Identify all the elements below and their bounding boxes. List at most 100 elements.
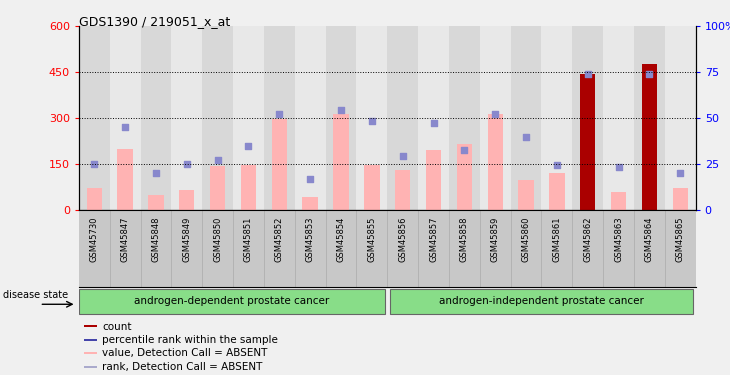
Text: GSM45850: GSM45850	[213, 216, 222, 261]
Bar	[572, 210, 603, 287]
Text: GSM45863: GSM45863	[614, 216, 623, 262]
Bar	[488, 114, 503, 210]
Point	[428, 120, 439, 126]
Bar	[356, 210, 387, 287]
Bar	[179, 190, 194, 210]
Bar	[603, 26, 634, 210]
Bar	[665, 210, 696, 287]
Point	[520, 134, 532, 140]
Bar	[264, 210, 295, 287]
Text: GSM45854: GSM45854	[337, 216, 345, 261]
Text: GSM45856: GSM45856	[398, 216, 407, 262]
Point	[242, 143, 254, 149]
Bar	[302, 197, 318, 210]
Point	[119, 124, 131, 130]
Point	[335, 106, 347, 112]
Text: GSM45861: GSM45861	[553, 216, 561, 262]
Bar	[449, 26, 480, 210]
Bar	[233, 210, 264, 287]
Point	[675, 170, 686, 176]
Bar	[572, 26, 603, 210]
Point	[366, 118, 377, 124]
Bar	[84, 366, 97, 368]
Bar	[542, 210, 572, 287]
Point	[551, 162, 563, 168]
Bar	[172, 26, 202, 210]
Bar	[202, 26, 233, 210]
Bar	[672, 188, 688, 210]
Text: GSM45864: GSM45864	[645, 216, 654, 262]
Text: count: count	[102, 322, 132, 332]
Text: androgen-dependent prostate cancer: androgen-dependent prostate cancer	[134, 296, 329, 306]
Point	[458, 147, 470, 153]
Bar	[580, 74, 596, 210]
Text: GSM45859: GSM45859	[491, 216, 500, 261]
Text: disease state: disease state	[3, 290, 69, 300]
Bar	[241, 165, 256, 210]
Bar	[110, 210, 140, 287]
Text: rank, Detection Call = ABSENT: rank, Detection Call = ABSENT	[102, 363, 263, 372]
Text: GSM45853: GSM45853	[306, 216, 315, 262]
Bar	[84, 352, 97, 354]
Point	[88, 161, 100, 167]
Bar	[395, 170, 410, 210]
Bar	[387, 210, 418, 287]
Text: GSM45848: GSM45848	[151, 216, 161, 262]
Point	[582, 71, 593, 77]
Bar	[457, 144, 472, 210]
Bar	[202, 210, 233, 287]
Bar	[140, 26, 172, 210]
Point	[397, 153, 409, 159]
Bar	[449, 210, 480, 287]
Bar	[356, 26, 387, 210]
Point	[612, 164, 624, 170]
Bar	[390, 289, 694, 315]
Bar	[79, 210, 110, 287]
Bar	[387, 26, 418, 210]
Bar	[272, 119, 287, 210]
Text: GSM45851: GSM45851	[244, 216, 253, 261]
Bar	[295, 26, 326, 210]
Bar	[84, 339, 97, 340]
Bar	[634, 210, 665, 287]
Bar	[480, 210, 510, 287]
Text: GSM45865: GSM45865	[676, 216, 685, 262]
Bar	[326, 210, 356, 287]
Text: GSM45852: GSM45852	[274, 216, 284, 261]
Text: GSM45862: GSM45862	[583, 216, 592, 262]
Bar	[665, 26, 696, 210]
Text: GSM45849: GSM45849	[182, 216, 191, 261]
Bar	[172, 210, 202, 287]
Bar	[148, 195, 164, 210]
Bar	[140, 210, 172, 287]
Text: GSM45857: GSM45857	[429, 216, 438, 262]
Bar	[426, 150, 441, 210]
Bar	[84, 325, 97, 327]
Bar	[542, 26, 572, 210]
Bar	[611, 192, 626, 210]
Text: GSM45847: GSM45847	[120, 216, 130, 262]
Bar	[80, 289, 385, 315]
Text: value, Detection Call = ABSENT: value, Detection Call = ABSENT	[102, 348, 268, 358]
Text: GSM45855: GSM45855	[367, 216, 377, 261]
Bar	[264, 26, 295, 210]
Point	[644, 71, 656, 77]
Point	[274, 111, 285, 117]
Bar	[87, 188, 102, 210]
Bar	[79, 26, 110, 210]
Bar	[634, 26, 665, 210]
Bar	[326, 26, 356, 210]
Bar	[210, 166, 226, 210]
Bar	[511, 26, 542, 210]
Point	[304, 176, 316, 182]
Bar	[518, 180, 534, 210]
Text: GSM45858: GSM45858	[460, 216, 469, 262]
Bar	[418, 210, 449, 287]
Bar	[511, 210, 542, 287]
Bar	[364, 165, 380, 210]
Point	[181, 161, 193, 167]
Bar	[549, 172, 564, 210]
Text: GSM45730: GSM45730	[90, 216, 99, 262]
Bar	[603, 210, 634, 287]
Text: androgen-independent prostate cancer: androgen-independent prostate cancer	[439, 296, 644, 306]
